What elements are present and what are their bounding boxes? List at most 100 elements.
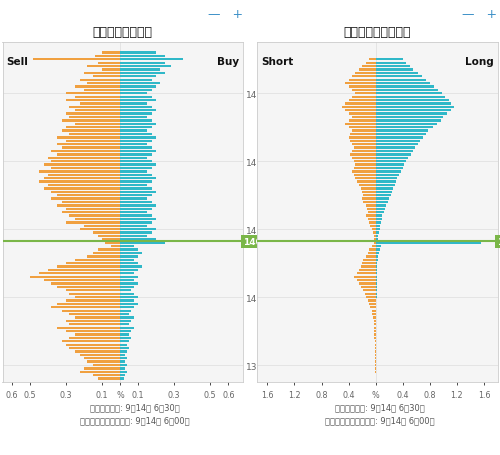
Bar [84, 368, 120, 370]
Bar [376, 167, 402, 170]
Bar [356, 181, 376, 183]
Bar [362, 191, 376, 193]
Bar [375, 357, 376, 359]
Bar [376, 140, 420, 143]
Bar [70, 293, 120, 295]
Bar [120, 134, 152, 136]
Text: 140.822: 140.822 [498, 237, 500, 246]
Bar [376, 161, 406, 163]
Bar [38, 181, 120, 183]
Bar [120, 86, 156, 88]
Bar [356, 164, 376, 167]
Title: オープンポジション: オープンポジション [344, 26, 411, 39]
Bar [376, 245, 381, 248]
Bar [75, 110, 120, 112]
Bar [44, 188, 120, 190]
Bar [376, 154, 411, 156]
Bar [345, 123, 376, 126]
Bar [376, 252, 379, 254]
Bar [376, 191, 392, 193]
Bar [368, 300, 376, 302]
Bar [62, 202, 120, 204]
Bar [120, 269, 138, 272]
Bar [93, 252, 120, 254]
Bar [368, 212, 376, 214]
Bar [70, 106, 120, 109]
Bar [374, 239, 376, 241]
Bar [376, 90, 438, 92]
Bar [368, 252, 376, 254]
Bar [376, 195, 390, 197]
Bar [80, 103, 120, 106]
Bar [376, 273, 377, 275]
Bar [98, 235, 120, 238]
Bar [376, 198, 389, 200]
Bar [62, 130, 120, 132]
Bar [120, 368, 126, 370]
Bar [44, 177, 120, 180]
Bar [376, 76, 422, 78]
Bar [364, 195, 376, 197]
Bar [376, 93, 442, 95]
Bar [376, 103, 452, 106]
Bar [362, 66, 376, 68]
Bar [120, 327, 134, 329]
Text: Short: Short [261, 57, 293, 67]
Bar [376, 259, 378, 261]
Bar [70, 134, 120, 136]
Bar [56, 266, 120, 268]
Bar [364, 289, 376, 292]
Bar [70, 215, 120, 217]
Bar [120, 350, 127, 353]
Bar [70, 337, 120, 339]
Bar [56, 286, 120, 288]
Bar [80, 228, 120, 231]
Bar [120, 273, 134, 275]
Bar [376, 208, 385, 211]
Bar [348, 120, 376, 122]
Bar [66, 127, 120, 129]
Bar [376, 256, 378, 258]
Bar [358, 184, 376, 187]
Bar [376, 164, 404, 167]
Bar [373, 232, 376, 234]
Bar [120, 279, 134, 282]
Bar [354, 174, 376, 177]
Bar [375, 347, 376, 349]
Bar [352, 116, 376, 119]
Bar [75, 96, 120, 99]
Bar [120, 130, 147, 132]
Bar [376, 137, 423, 139]
Bar [376, 242, 480, 244]
Bar [361, 188, 376, 190]
Text: —   +: — + [208, 8, 243, 21]
Bar [48, 184, 120, 187]
Bar [120, 103, 147, 106]
Bar [62, 212, 120, 214]
Bar [376, 279, 377, 282]
Bar [376, 59, 402, 61]
Bar [120, 212, 147, 214]
Bar [352, 130, 376, 132]
Bar [84, 90, 120, 92]
Bar [376, 184, 394, 187]
Bar [376, 69, 413, 71]
Bar [80, 371, 120, 373]
Bar [348, 127, 376, 129]
Bar [75, 259, 120, 261]
Bar [356, 72, 376, 75]
Bar [120, 177, 156, 180]
Bar [372, 245, 376, 248]
Bar [120, 69, 160, 71]
Bar [120, 195, 152, 197]
Bar [361, 286, 376, 288]
Bar [376, 283, 377, 285]
Bar [62, 147, 120, 150]
Bar [368, 218, 376, 221]
Bar [376, 171, 402, 173]
Bar [66, 330, 120, 333]
Bar [376, 86, 434, 88]
Bar [376, 123, 436, 126]
Bar [120, 127, 152, 129]
Bar [376, 239, 378, 241]
